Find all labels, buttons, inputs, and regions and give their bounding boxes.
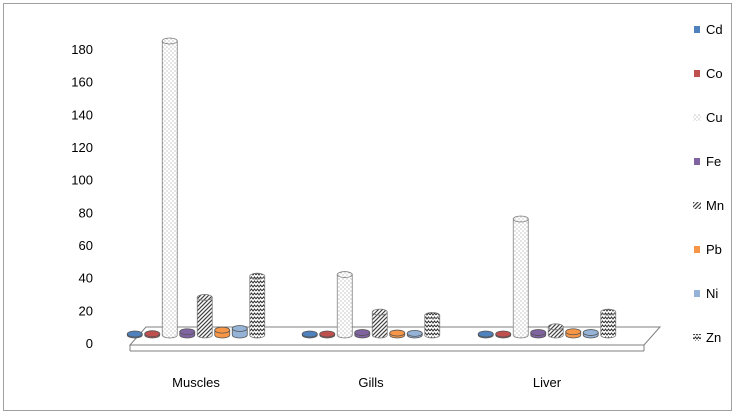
- y-axis: 0 20 40 60 80 100 120 140 160 180: [71, 42, 93, 351]
- bar-liver-zn: [600, 308, 617, 339]
- legend-item-ni: Ni: [694, 286, 718, 301]
- bars-group: [126, 37, 617, 339]
- legend-label: Mn: [706, 198, 724, 213]
- x-category-label: Liver: [533, 375, 562, 390]
- legend-swatch: [693, 114, 701, 121]
- bar-gills-mn: [371, 308, 388, 339]
- legend-label: Co: [706, 66, 723, 81]
- legend-swatch: [693, 202, 701, 209]
- bar-gills-pb: [389, 329, 406, 339]
- legend-swatch: [694, 70, 700, 77]
- bar-muscles-mn: [196, 294, 213, 339]
- bar-muscles-cu: [161, 37, 178, 339]
- legend-swatch: [694, 26, 700, 33]
- legend-item-zn: Zn: [693, 330, 721, 345]
- legend-swatch: [694, 290, 700, 297]
- bar-muscles-fe: [179, 328, 196, 339]
- legend-swatch: [694, 246, 700, 253]
- bar-liver-co: [495, 330, 512, 339]
- legend-item-cu: Cu: [693, 110, 723, 125]
- legend-label: Fe: [706, 154, 721, 169]
- legend-item-cd: Cd: [694, 22, 723, 37]
- x-category-label: Muscles: [172, 375, 220, 390]
- bar-liver-fe: [530, 329, 547, 339]
- legend-swatch: [694, 158, 700, 165]
- bar-muscles-cd: [126, 330, 143, 339]
- legend-item-mn: Mn: [693, 198, 724, 213]
- y-tick-label: 40: [79, 271, 93, 286]
- bar-liver-cu: [512, 215, 529, 339]
- y-tick-label: 80: [79, 205, 93, 220]
- legend-label: Zn: [706, 330, 721, 345]
- y-tick-label: 100: [71, 173, 93, 188]
- y-tick-label: 180: [71, 42, 93, 57]
- legend-swatch: [693, 334, 701, 341]
- bar-liver-pb: [565, 328, 582, 339]
- y-tick-label: 140: [71, 107, 93, 122]
- chart-frame: 0 20 40 60 80 100 120 140 160 180 Muscles Gills Liv…: [3, 3, 732, 411]
- bar-gills-zn: [424, 311, 441, 339]
- bar-gills-cd: [301, 330, 318, 339]
- legend-label: Pb: [706, 242, 722, 257]
- bar-liver-cd: [477, 330, 494, 339]
- legend-item-fe: Fe: [694, 154, 721, 169]
- chart-svg: 0 20 40 60 80 100 120 140 160 180 Muscles Gills Liv…: [71, 22, 724, 390]
- bar-muscles-zn: [249, 272, 266, 339]
- legend-label: Ni: [706, 286, 718, 301]
- legend-item-pb: Pb: [694, 242, 722, 257]
- bar-muscles-ni: [231, 325, 248, 339]
- bar-muscles-pb: [214, 326, 231, 339]
- legend-label: Cu: [706, 110, 723, 125]
- y-tick-label: 20: [79, 303, 93, 318]
- bar-liver-ni: [582, 329, 599, 339]
- bar-gills-cu: [336, 271, 353, 339]
- bar-gills-co: [319, 330, 336, 339]
- y-tick-label: 120: [71, 140, 93, 155]
- x-category-label: Gills: [358, 375, 384, 390]
- legend-label: Cd: [706, 22, 723, 37]
- bar-liver-mn: [547, 323, 564, 339]
- y-tick-label: 160: [71, 75, 93, 90]
- bar-gills-fe: [354, 329, 371, 339]
- legend: Cd Co Cu Fe Mn Pb Ni Zn: [693, 22, 724, 345]
- y-tick-label: 60: [79, 238, 93, 253]
- legend-item-co: Co: [694, 66, 723, 81]
- y-tick-label: 0: [86, 336, 93, 351]
- bar-muscles-co: [144, 330, 161, 339]
- x-axis: Muscles Gills Liver: [172, 375, 562, 390]
- bar-gills-ni: [406, 329, 423, 339]
